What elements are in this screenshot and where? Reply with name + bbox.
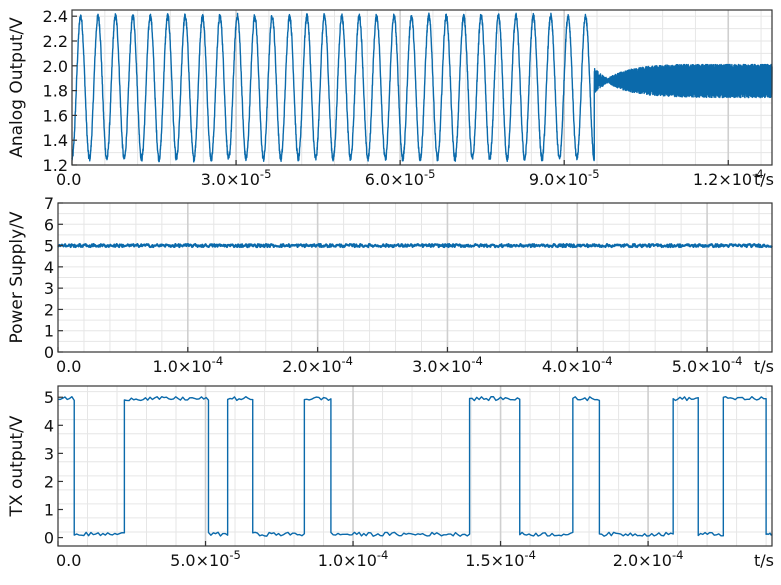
x-tick-label: 4.0×10-4 bbox=[542, 354, 613, 376]
y-axis-label: TX output/V bbox=[7, 415, 27, 517]
x-tick-label: 5.0×10-5 bbox=[170, 548, 241, 570]
x-tick-label: 1.2×10-4 bbox=[693, 167, 764, 189]
y-tick-label: 1.4 bbox=[43, 131, 68, 150]
x-tick-label: 0.0 bbox=[56, 357, 81, 376]
x-tick-label: 1.0×10-4 bbox=[318, 548, 389, 570]
x-tick-label: 1.5×10-4 bbox=[465, 548, 536, 570]
y-tick-label: 4 bbox=[44, 416, 54, 435]
x-axis-label: t/s bbox=[754, 170, 774, 189]
y-tick-label: 2.4 bbox=[43, 7, 68, 26]
x-tick-label: 1.0×10-4 bbox=[152, 354, 223, 376]
x-tick-label: 3.0×10-4 bbox=[412, 354, 483, 376]
y-tick-label: 3 bbox=[44, 444, 54, 463]
x-tick-label: 2.0×10-4 bbox=[613, 548, 684, 570]
x-tick-label: 5.0×10-4 bbox=[672, 354, 743, 376]
y-tick-label: 1.6 bbox=[43, 106, 68, 125]
y-tick-label: 0 bbox=[44, 343, 54, 362]
x-tick-label: 9.0×10-5 bbox=[529, 167, 600, 189]
x-tick-label: 2.0×10-4 bbox=[282, 354, 353, 376]
y-tick-label: 2 bbox=[44, 472, 54, 491]
chart-panel-1: 1.2 1.4 1.6 1.8 2.0 2.2 2.4 0.0 3.0×10-5 6.0×10-5… bbox=[7, 7, 774, 189]
x-tick-label: 6.0×10-5 bbox=[365, 167, 436, 189]
y-tick-label: 1 bbox=[44, 322, 54, 341]
y-tick-label: 5 bbox=[44, 237, 54, 256]
series-line bbox=[71, 12, 773, 163]
x-axis-label: t/s bbox=[754, 551, 774, 570]
plot-frame bbox=[57, 385, 773, 547]
y-tick-label: 1 bbox=[44, 501, 54, 520]
x-axis-label: t/s bbox=[754, 357, 774, 376]
y-tick-label: 3 bbox=[44, 279, 54, 298]
chart-panel-3: 0 1 2 3 4 5 0.0 5.0×10-5 1.0×10-4 1.5×10-4 2.0×10-… bbox=[7, 385, 774, 570]
plot-frame bbox=[71, 9, 773, 166]
y-tick-label: 4 bbox=[44, 258, 54, 277]
x-tick-label: 0.0 bbox=[56, 170, 81, 189]
y-tick-label: 1.2 bbox=[43, 156, 68, 175]
plot-frame bbox=[57, 202, 773, 353]
chart-panel-2: 0 1 2 3 4 5 6 7 0.0 1.0×10-4 2.0×10-4 3.0×10-4 4.0×1… bbox=[7, 194, 774, 376]
series-line bbox=[57, 395, 773, 537]
y-axis-label: Power Supply/V bbox=[7, 211, 27, 343]
series-line bbox=[57, 242, 773, 249]
y-tick-label: 1.8 bbox=[43, 82, 68, 101]
y-tick-label: 2.2 bbox=[43, 32, 68, 51]
y-tick-label: 5 bbox=[44, 388, 54, 407]
x-tick-label: 3.0×10-5 bbox=[201, 167, 272, 189]
y-tick-label: 2.0 bbox=[43, 57, 68, 76]
y-tick-label: 7 bbox=[44, 194, 54, 213]
y-tick-label: 6 bbox=[44, 215, 54, 234]
y-axis-label: Analog Output/V bbox=[7, 17, 27, 158]
x-tick-label: 0.0 bbox=[56, 551, 81, 570]
y-tick-label: 2 bbox=[44, 300, 54, 319]
y-tick-label: 0 bbox=[44, 529, 54, 548]
